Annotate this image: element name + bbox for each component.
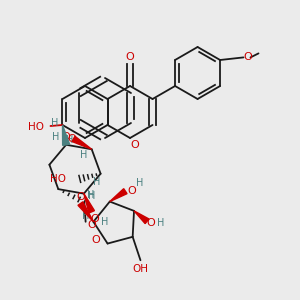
Text: H: H (87, 190, 94, 200)
Text: H: H (80, 150, 87, 160)
Polygon shape (78, 202, 93, 222)
Text: O: O (61, 132, 70, 142)
Text: H: H (51, 118, 58, 128)
Text: O: O (131, 140, 140, 150)
Text: O: O (90, 214, 99, 224)
Text: H: H (136, 178, 143, 188)
Text: HO: HO (50, 174, 66, 184)
Text: H: H (88, 190, 96, 201)
Text: H: H (101, 217, 108, 227)
Text: O: O (68, 134, 76, 144)
Text: OH: OH (133, 264, 148, 274)
Text: H: H (66, 135, 74, 145)
Polygon shape (134, 211, 149, 224)
Text: H: H (157, 218, 165, 228)
Text: O: O (76, 192, 85, 202)
Text: O: O (243, 52, 252, 62)
Polygon shape (110, 189, 127, 202)
Text: H: H (93, 177, 100, 187)
Text: H: H (82, 211, 89, 221)
Polygon shape (72, 136, 92, 149)
Text: O: O (126, 52, 134, 62)
Text: O: O (147, 218, 155, 228)
Polygon shape (62, 125, 70, 146)
Text: HO: HO (28, 122, 44, 132)
Text: O: O (91, 235, 100, 245)
Text: O: O (87, 220, 96, 230)
Text: H: H (52, 132, 59, 142)
Text: O: O (127, 186, 136, 196)
Polygon shape (84, 194, 94, 213)
